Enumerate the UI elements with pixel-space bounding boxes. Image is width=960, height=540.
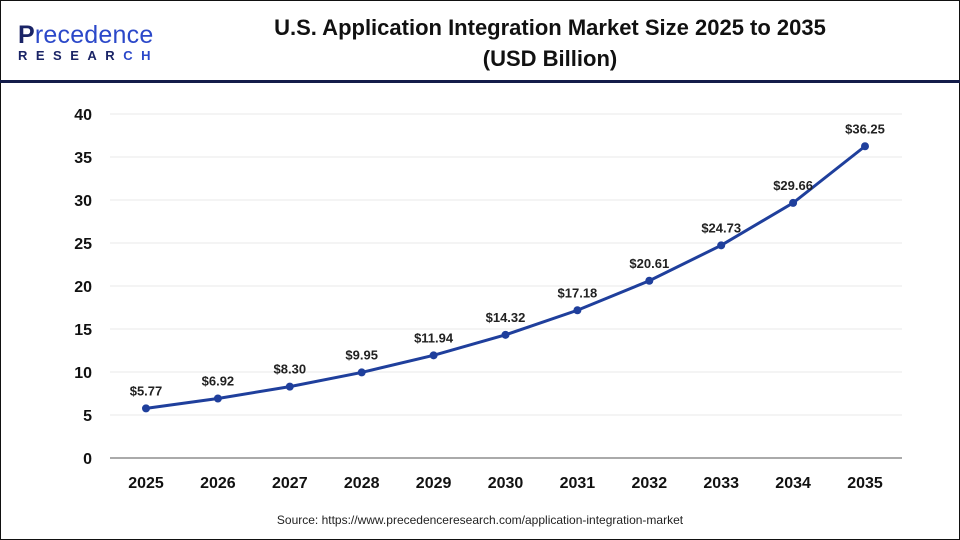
x-tick-label: 2025 (128, 475, 164, 492)
data-label: $5.77 (130, 383, 163, 398)
x-tick-label: 2034 (775, 475, 811, 492)
x-tick-label: 2035 (847, 475, 883, 492)
data-point (861, 142, 869, 151)
x-tick-label: 2032 (632, 475, 668, 492)
header-rule (0, 80, 960, 83)
x-tick-label: 2030 (488, 475, 524, 492)
chart-title: U.S. Application Integration Market Size… (220, 12, 880, 74)
precedence-research-logo: Precedence RESEARCH (18, 22, 159, 63)
title-line: U.S. Application Integration Market Size… (274, 15, 826, 40)
data-point (142, 404, 150, 413)
series-line (145, 145, 866, 410)
data-point (573, 306, 582, 315)
y-tick-label: 40 (74, 107, 92, 124)
y-tick-label: 30 (74, 193, 92, 210)
data-label: $36.25 (845, 121, 885, 136)
data-point (717, 241, 726, 250)
logo-sub: RESEAR (18, 48, 124, 63)
y-tick-label: 5 (83, 408, 92, 425)
data-label: $17.18 (558, 285, 598, 300)
data-label: $29.66 (773, 178, 813, 193)
data-point (357, 368, 366, 377)
y-tick-label: 0 (83, 451, 92, 468)
x-tick-label: 2031 (560, 475, 596, 492)
data-label: $9.95 (345, 347, 378, 362)
y-tick-label: 10 (74, 365, 92, 382)
y-tick-label: 35 (74, 150, 92, 167)
data-point (213, 394, 222, 403)
y-tick-label: 20 (74, 279, 92, 296)
x-tick-label: 2028 (344, 475, 380, 492)
y-tick-label: 15 (74, 322, 92, 339)
x-tick-label: 2029 (416, 475, 452, 492)
data-label: $11.94 (414, 330, 454, 345)
y-tick-label: 25 (74, 236, 92, 253)
x-tick-label: 2026 (200, 475, 236, 492)
data-point (501, 330, 510, 339)
logo-sub-accent: CH (123, 48, 159, 63)
data-point (645, 276, 654, 285)
source-note: Source: https://www.precedenceresearch.c… (276, 513, 684, 527)
data-point (789, 198, 798, 207)
data-label: $6.92 (202, 373, 235, 388)
logo-wordmark: recedence (34, 21, 154, 49)
data-label: $20.61 (629, 256, 669, 271)
data-label: $24.73 (701, 220, 741, 235)
data-point (285, 382, 294, 391)
x-tick-label: 2027 (272, 475, 308, 492)
subtitle-line: (USD Billion) (482, 46, 618, 71)
data-point (429, 351, 438, 360)
data-label: $14.32 (486, 310, 526, 325)
data-label: $8.30 (274, 362, 307, 377)
x-tick-label: 2033 (703, 475, 739, 492)
logo-initial: P (18, 21, 35, 49)
